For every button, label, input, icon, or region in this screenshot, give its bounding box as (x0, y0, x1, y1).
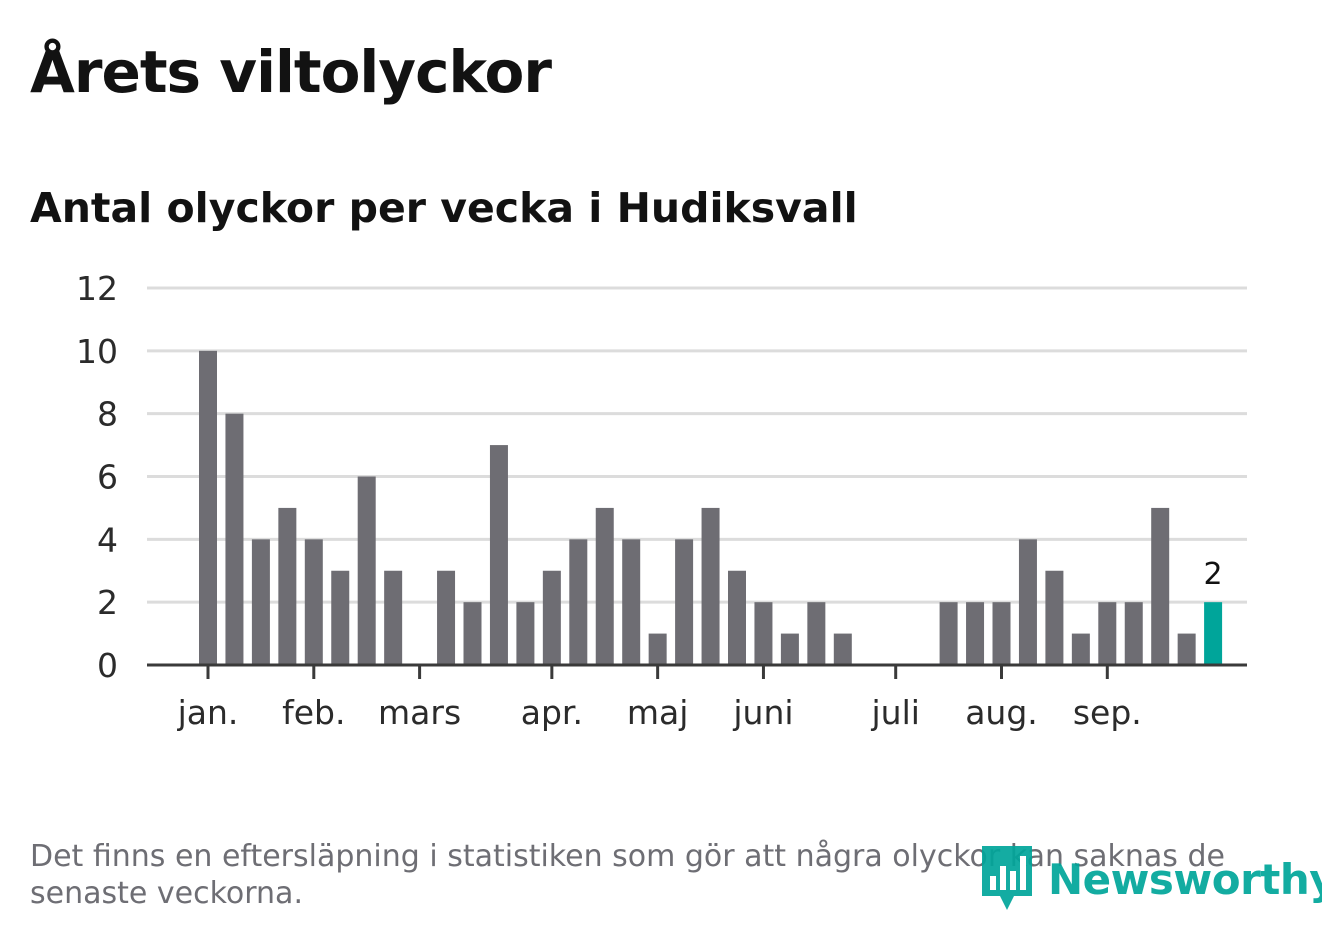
logo-text: Newsworthy (1048, 854, 1322, 904)
x-tick-label: jan. (177, 693, 239, 732)
bar-chart-icon (982, 846, 1032, 910)
chart-subtitle: Antal olyckor per vecka i Hudiksvall (30, 184, 858, 232)
bar (1177, 633, 1196, 665)
bar (357, 476, 376, 665)
bar (1098, 602, 1117, 665)
bar (437, 570, 456, 665)
bar-chart: 0 2 4 6 8 10 12 jan. feb. mars apr. maj juni juli aug… (76, 269, 1247, 732)
bar (516, 602, 535, 665)
bar (622, 539, 641, 665)
y-tick-label: 6 (97, 458, 118, 497)
x-tick-label: maj (627, 693, 689, 732)
x-tick-label: aug. (965, 693, 1038, 732)
y-tick-label: 10 (76, 332, 118, 371)
bar (807, 602, 826, 665)
bar (463, 602, 482, 665)
bar-highlight (1204, 602, 1223, 665)
bar (1151, 507, 1170, 665)
x-tick-label: apr. (521, 693, 583, 732)
x-tick-label: sep. (1073, 693, 1142, 732)
bar (1124, 602, 1143, 665)
bar (780, 633, 799, 665)
x-tick-label: juni (732, 693, 793, 732)
bar (675, 539, 694, 665)
bar (569, 539, 588, 665)
bar (278, 507, 297, 665)
bar (225, 413, 244, 665)
bar (701, 507, 720, 665)
bar (728, 570, 746, 665)
bar (754, 602, 773, 665)
bar (384, 570, 403, 665)
x-tick-label: mars (378, 693, 461, 732)
bar (331, 570, 350, 665)
x-axis-ticks: jan. feb. mars apr. maj juni juli aug. sep. (147, 663, 1247, 732)
bar (833, 633, 852, 665)
y-tick-label: 4 (97, 520, 118, 559)
bar (966, 602, 985, 665)
y-tick-label: 8 (97, 395, 118, 434)
data-label: 2 (1204, 557, 1223, 592)
grid-lines (147, 286, 1247, 604)
bar (648, 633, 667, 665)
bar (1018, 539, 1037, 665)
bar (595, 507, 614, 665)
y-tick-label: 2 (97, 583, 118, 622)
bar (489, 445, 508, 665)
chart-title: Årets viltolyckor (30, 38, 552, 106)
bar (1071, 633, 1090, 665)
x-tick-label: feb. (282, 693, 345, 732)
y-tick-label: 12 (76, 269, 118, 308)
bar (992, 602, 1011, 665)
y-tick-label: 0 (97, 646, 118, 685)
y-axis-ticks: 0 2 4 6 8 10 12 (76, 269, 118, 685)
data-labels: 2 (1204, 557, 1223, 592)
bars (199, 350, 1223, 665)
bar (304, 539, 323, 665)
bar (542, 570, 561, 665)
newsworthy-logo: Newsworthy (982, 846, 1322, 912)
bar (1045, 570, 1064, 665)
bar (251, 539, 270, 665)
bar (199, 350, 217, 665)
x-tick-label: juli (870, 693, 919, 732)
bar (939, 602, 958, 665)
